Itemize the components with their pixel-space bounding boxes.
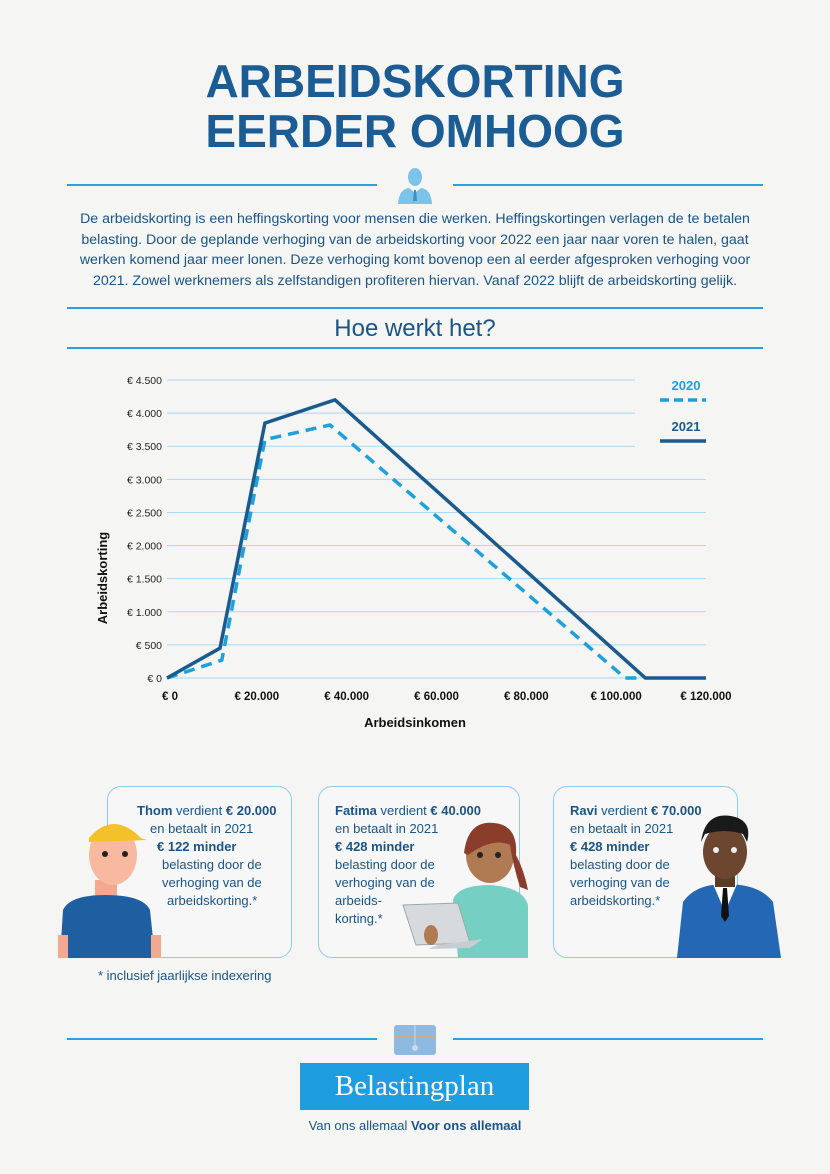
intro-text: De arbeidskorting is een heffingskorting… (79, 211, 751, 289)
saving: € 428 minder (335, 839, 415, 854)
y-tick-label: € 0 (147, 673, 162, 685)
tagline: Van ons allemaal Voor ons allemaal (0, 1118, 830, 1133)
footnote: * inclusief jaarlijkse indexering (98, 968, 272, 983)
card-text-fatima: Fatima verdient € 40.000 en betaalt in 2… (335, 802, 495, 928)
tagline-regular: Van ons allemaal (308, 1118, 408, 1133)
ravi-illustration (677, 815, 781, 958)
x-tick-label: € 80.000 (504, 691, 549, 703)
income: € 20.000 (225, 803, 277, 818)
verb: verdient (176, 803, 223, 818)
y-tick-label: € 2.000 (127, 541, 162, 553)
saving: € 428 minder (570, 839, 650, 854)
y-tick-label: € 1.500 (127, 574, 162, 586)
text-line: belasting door de (335, 857, 435, 872)
text-line: belasting door de (162, 857, 262, 872)
y-tick-label: € 3.500 (127, 441, 162, 453)
belastingplan-logo: Belastingplan (300, 1063, 529, 1110)
text-line: belasting door de (570, 857, 670, 872)
text-line: en betaalt in 2021 (150, 821, 254, 836)
income: € 40.000 (430, 803, 482, 818)
card-text-ravi: Ravi verdient € 70.000 en betaalt in 202… (570, 802, 720, 910)
title-line-2: EERDER OMHOOG (205, 105, 625, 157)
x-tick-label: € 60.000 (414, 691, 459, 703)
text-line: en betaalt in 2021 (335, 821, 439, 836)
income: € 70.000 (650, 803, 702, 818)
x-tick-label: € 40.000 (324, 691, 369, 703)
divider (453, 1038, 763, 1040)
text-line: en betaalt in 2021 (570, 821, 674, 836)
person-icon (398, 168, 432, 204)
person-name: Thom (137, 803, 173, 818)
fatima-illustration (402, 822, 528, 958)
verb: verdient (380, 803, 427, 818)
y-tick-label: € 500 (136, 640, 162, 652)
text-line: arbeidskorting.* (570, 893, 661, 908)
y-tick-label: € 1.000 (127, 607, 162, 619)
y-tick-label: € 2.500 (127, 507, 162, 519)
x-axis-label: Arbeidsinkomen (364, 715, 466, 730)
divider (67, 184, 377, 186)
arbeidskorting-chart: € 0 € 500 € 1.000 € 1.500 € 2.000 € 2.500 € 3.… (95, 375, 732, 730)
legend-label-2021: 2021 (672, 419, 701, 434)
divider (67, 1038, 377, 1040)
y-axis-label: Arbeidskorting (95, 532, 110, 625)
y-tick-label: € 4.000 (127, 408, 162, 420)
x-tick-label: € 20.000 (234, 691, 279, 703)
x-tick-label: € 120.000 (680, 691, 731, 703)
legend-label-2020: 2020 (672, 378, 701, 393)
divider (67, 307, 763, 309)
series-line-2020 (166, 423, 637, 680)
text-line: korting.* (335, 911, 383, 926)
y-tick-label: € 4.500 (127, 375, 162, 387)
text-line: arbeidskorting.* (167, 893, 258, 908)
divider (67, 347, 763, 349)
briefcase-icon (394, 1025, 436, 1055)
legend: 2020 2021 (660, 378, 706, 443)
card-text-thom: Thom verdient € 20.000 en betaalt in 202… (137, 802, 287, 910)
verb: verdient (601, 803, 648, 818)
x-tick-label: € 0 (162, 691, 178, 703)
divider (453, 184, 763, 186)
text-line: verhoging van de (570, 875, 670, 890)
saving: € 122 minder (157, 839, 237, 854)
series-line-2021 (166, 397, 706, 680)
x-tick-label: € 100.000 (591, 691, 642, 703)
person-name: Fatima (335, 803, 377, 818)
text-line: arbeids- (335, 893, 382, 908)
section-title: Hoe werkt het? (334, 315, 496, 342)
tagline-bold: Voor ons allemaal (411, 1118, 522, 1133)
y-tick-label: € 3.000 (127, 474, 162, 486)
text-line: verhoging van de (162, 875, 262, 890)
title-line-1: ARBEIDSKORTING (205, 55, 625, 107)
text-line: verhoging van de (335, 875, 435, 890)
thom-illustration (58, 824, 161, 958)
person-name: Ravi (570, 803, 598, 818)
